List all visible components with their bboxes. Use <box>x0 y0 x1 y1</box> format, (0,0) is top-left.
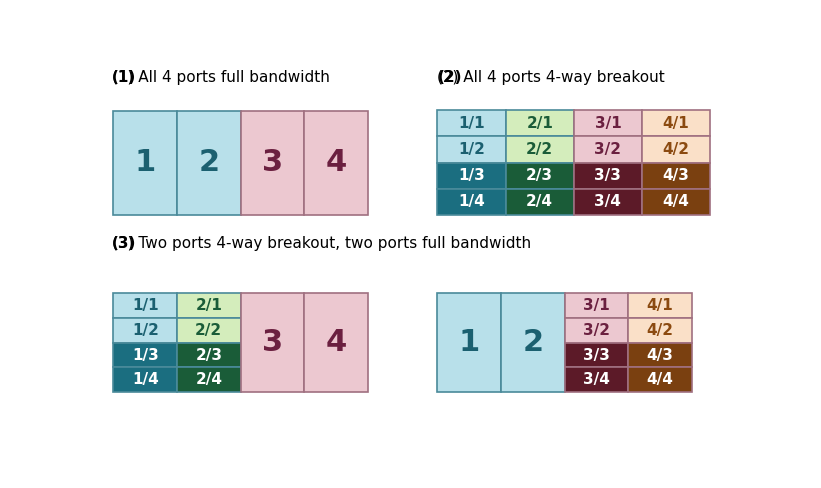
Text: 4/4: 4/4 <box>663 194 690 209</box>
Text: 2/3: 2/3 <box>195 347 222 363</box>
Bar <box>628 318 691 343</box>
Bar <box>565 367 628 392</box>
Bar <box>642 136 710 163</box>
Bar <box>574 110 642 136</box>
Text: 3/1: 3/1 <box>594 116 621 131</box>
Text: 4: 4 <box>325 328 346 357</box>
Text: 2/4: 2/4 <box>526 194 553 209</box>
Bar <box>177 111 241 215</box>
Bar <box>574 136 642 163</box>
Bar <box>304 293 368 392</box>
Bar <box>113 318 177 343</box>
Bar <box>565 318 628 343</box>
Bar <box>628 293 691 318</box>
Bar <box>565 343 628 367</box>
Text: 1/1: 1/1 <box>458 116 485 131</box>
Bar <box>628 367 691 392</box>
Text: 1: 1 <box>459 328 479 357</box>
Bar <box>506 189 574 215</box>
Text: (3) Two ports 4-way breakout, two ports full bandwidth: (3) Two ports 4-way breakout, two ports … <box>112 236 531 251</box>
Text: 1/3: 1/3 <box>132 347 158 363</box>
Text: (1) All 4 ports full bandwidth: (1) All 4 ports full bandwidth <box>112 70 330 85</box>
Text: 2/1: 2/1 <box>526 116 553 131</box>
Bar <box>506 163 574 189</box>
Text: 2: 2 <box>522 328 544 357</box>
Text: (1): (1) <box>112 70 136 85</box>
Text: 1/4: 1/4 <box>458 194 485 209</box>
Bar <box>574 189 642 215</box>
Text: (2) All 4 ports 4-way breakout: (2) All 4 ports 4-way breakout <box>438 70 665 85</box>
Bar <box>177 293 241 318</box>
Bar <box>241 293 304 392</box>
Text: 3/3: 3/3 <box>594 168 621 183</box>
Bar <box>113 111 177 215</box>
Text: 1/1: 1/1 <box>132 298 158 313</box>
Text: 3: 3 <box>262 148 283 178</box>
Bar <box>506 110 574 136</box>
Bar <box>438 189 506 215</box>
Bar <box>642 110 710 136</box>
Text: 3/2: 3/2 <box>583 323 610 338</box>
Text: 2/4: 2/4 <box>195 372 222 387</box>
Bar <box>438 163 506 189</box>
Text: 4/1: 4/1 <box>663 116 690 131</box>
Bar <box>642 189 710 215</box>
Bar <box>506 136 574 163</box>
Bar <box>177 318 241 343</box>
Text: 1/2: 1/2 <box>458 142 485 157</box>
Text: 4/3: 4/3 <box>646 347 673 363</box>
Text: 3/1: 3/1 <box>583 298 610 313</box>
Bar <box>574 163 642 189</box>
Bar <box>438 293 501 392</box>
Text: 1/4: 1/4 <box>132 372 158 387</box>
Text: 2: 2 <box>198 148 219 178</box>
Bar <box>565 293 628 318</box>
Bar <box>438 136 506 163</box>
Text: 4/3: 4/3 <box>663 168 690 183</box>
Text: 4/1: 4/1 <box>646 298 673 313</box>
Text: 2/2: 2/2 <box>526 142 553 157</box>
Text: 2/2: 2/2 <box>195 323 222 338</box>
Bar <box>501 293 565 392</box>
Text: 1: 1 <box>135 148 156 178</box>
Bar <box>642 163 710 189</box>
Text: 3/2: 3/2 <box>594 142 621 157</box>
Text: (2): (2) <box>438 70 462 85</box>
Bar <box>177 343 241 367</box>
Text: 3/4: 3/4 <box>594 194 621 209</box>
Bar <box>304 111 368 215</box>
Text: 4/2: 4/2 <box>663 142 690 157</box>
Text: 3: 3 <box>262 328 283 357</box>
Bar <box>438 110 506 136</box>
Text: 2/1: 2/1 <box>195 298 222 313</box>
Text: 4/4: 4/4 <box>646 372 673 387</box>
Bar <box>113 367 177 392</box>
Bar <box>113 293 177 318</box>
Bar <box>113 343 177 367</box>
Text: 4/2: 4/2 <box>646 323 673 338</box>
Bar <box>241 111 304 215</box>
Text: 1/2: 1/2 <box>132 323 158 338</box>
Bar <box>628 343 691 367</box>
Text: 2/3: 2/3 <box>526 168 553 183</box>
Text: 4: 4 <box>325 148 346 178</box>
Bar <box>177 367 241 392</box>
Text: 3/4: 3/4 <box>583 372 610 387</box>
Text: 3/3: 3/3 <box>583 347 610 363</box>
Text: 1/3: 1/3 <box>458 168 485 183</box>
Text: (3): (3) <box>112 236 136 251</box>
